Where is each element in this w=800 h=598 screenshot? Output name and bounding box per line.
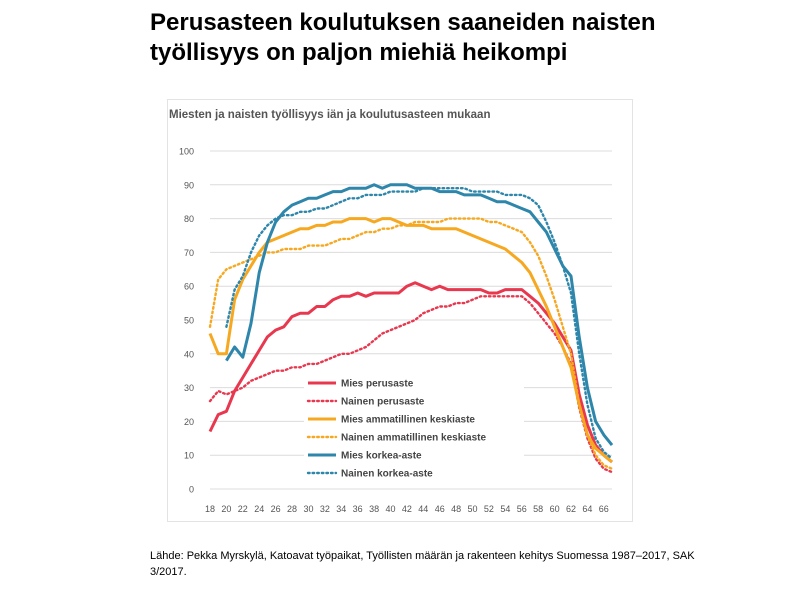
legend: Mies perusaste Nainen perusaste Mies ammat…: [304, 373, 524, 483]
x-tick-label: 62: [566, 504, 576, 514]
x-tick-label: 56: [517, 504, 527, 514]
chart-title: Miesten ja naisten työllisyys iän ja kou…: [169, 109, 490, 121]
x-tick-label: 44: [418, 504, 428, 514]
y-tick-label: 10: [184, 451, 194, 461]
y-tick-label: 40: [184, 349, 194, 359]
y-tick-label: 100: [179, 147, 194, 157]
y-tick-label: 30: [184, 383, 194, 393]
x-tick-label: 28: [287, 504, 297, 514]
x-tick-label: 40: [385, 504, 395, 514]
legend-label-1: Mies perusaste: [341, 379, 414, 390]
y-tick-label: 20: [184, 417, 194, 427]
x-tick-label: 30: [303, 504, 313, 514]
x-tick-label: 52: [484, 504, 494, 514]
legend-background: [304, 373, 524, 483]
x-tick-label: 24: [254, 504, 264, 514]
x-tick-label: 50: [468, 504, 478, 514]
legend-label-5: Mies korkea-aste: [341, 451, 422, 462]
x-tick-label: 60: [550, 504, 560, 514]
series-line-2: [208, 295, 614, 474]
legend-label-6: Nainen korkea-aste: [341, 469, 433, 480]
series-line-1: [208, 281, 613, 464]
x-tick-label: 22: [238, 504, 248, 514]
line-chart: Miesten ja naisten työllisyys iän ja kou…: [167, 99, 633, 522]
series-line-3: [208, 217, 613, 464]
x-tick-label: 20: [221, 504, 231, 514]
y-tick-label: 90: [184, 180, 194, 190]
x-tick-label: 66: [599, 504, 609, 514]
x-axis: 18 20 22 24 26 28 30 32 34 36 38 40 42 44 46 48 50 52 54 56…: [205, 504, 609, 514]
x-tick-label: 18: [205, 504, 215, 514]
x-tick-label: 32: [320, 504, 330, 514]
legend-label-4: Nainen ammatillinen keskiaste: [341, 433, 487, 444]
y-tick-label: 70: [184, 248, 194, 258]
series-lines: [208, 183, 614, 474]
slide-title: Perusasteen koulutuksen saaneiden naiste…: [150, 9, 656, 66]
series-line-6: [225, 187, 614, 460]
x-tick-label: 38: [369, 504, 379, 514]
y-tick-label: 50: [184, 316, 194, 326]
y-tick-label: 60: [184, 282, 194, 292]
y-tick-label: 80: [184, 214, 194, 224]
x-tick-label: 42: [402, 504, 412, 514]
y-axis: 0 10 20 30 40 50 60 70 80 90 100: [179, 147, 194, 495]
legend-label-2: Nainen perusaste: [341, 397, 425, 408]
y-tick-label: 0: [189, 485, 194, 495]
source-note: Lähde: Pekka Myrskylä, Katoavat työpaika…: [150, 550, 695, 578]
x-tick-label: 64: [582, 504, 592, 514]
x-tick-label: 34: [336, 504, 346, 514]
x-tick-label: 36: [353, 504, 363, 514]
x-tick-label: 26: [271, 504, 281, 514]
legend-label-3: Mies ammatillinen keskiaste: [341, 415, 475, 426]
chart-panel: Miesten ja naisten työllisyys iän ja kou…: [167, 99, 633, 522]
series-line-5: [225, 183, 614, 447]
series-line-4: [208, 217, 614, 470]
x-tick-label: 58: [533, 504, 543, 514]
x-tick-label: 54: [500, 504, 510, 514]
x-tick-label: 46: [435, 504, 445, 514]
x-tick-label: 48: [451, 504, 461, 514]
